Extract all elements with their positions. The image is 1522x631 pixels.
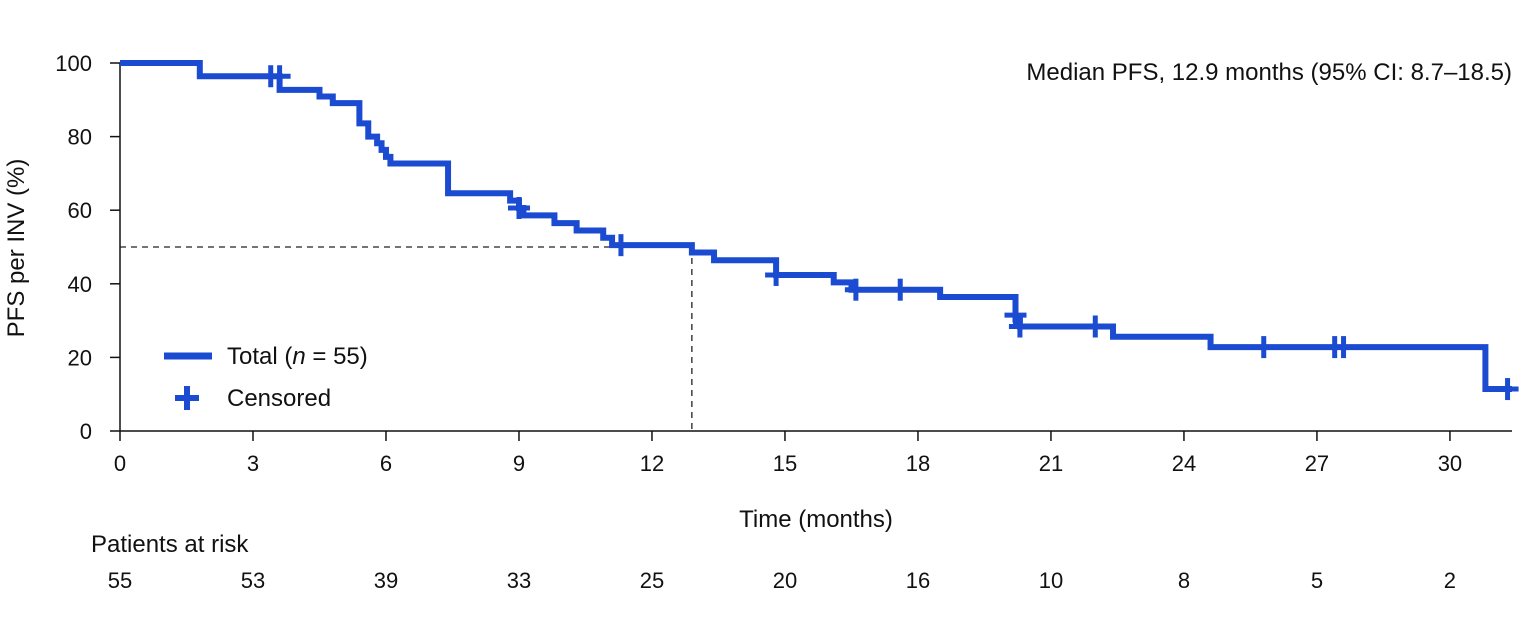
x-tick-label: 24 — [1172, 451, 1196, 476]
x-tick-label: 6 — [380, 451, 392, 476]
x-tick-label: 3 — [247, 451, 259, 476]
x-tick-label: 27 — [1305, 451, 1329, 476]
at-risk-count: 5 — [1311, 568, 1323, 593]
x-tick-label: 0 — [114, 451, 126, 476]
y-tick-label: 60 — [68, 198, 92, 223]
y-ticks: 0 20 40 60 80 100 — [55, 51, 120, 444]
survival-curve-total — [120, 60, 1512, 393]
y-tick-label: 80 — [68, 125, 92, 150]
legend-total-label: Total (n = 55) — [227, 343, 368, 370]
at-risk-count: 16 — [906, 568, 930, 593]
y-tick-label: 100 — [55, 51, 92, 76]
at-risk-label: Patients at risk — [91, 531, 249, 558]
at-risk-count: 2 — [1444, 568, 1456, 593]
censor-mark — [1332, 336, 1355, 359]
censor-mark — [1496, 378, 1519, 401]
median-reference-lines — [120, 246, 693, 431]
at-risk-count: 20 — [773, 568, 797, 593]
censor-mark — [268, 65, 291, 88]
censor-mark — [1252, 336, 1275, 359]
censor-mark — [844, 278, 867, 301]
legend: Total (n = 55) Censored — [164, 343, 368, 412]
x-tick-label: 12 — [640, 451, 664, 476]
censor-mark — [765, 263, 788, 286]
x-tick-label: 15 — [773, 451, 797, 476]
at-risk-count: 8 — [1178, 568, 1190, 593]
at-risk-count: 55 — [108, 568, 132, 593]
censor-mark — [1084, 315, 1107, 338]
at-risk-count: 53 — [241, 568, 265, 593]
y-tick-label: 20 — [68, 345, 92, 370]
x-tick-label: 18 — [906, 451, 930, 476]
y-tick-label: 0 — [80, 419, 92, 444]
at-risk-counts: 55 53 39 33 25 20 16 10 8 5 2 — [108, 568, 1456, 593]
legend-censor-swatch — [175, 386, 199, 410]
legend-censored-label: Censored — [227, 385, 331, 412]
x-tick-label: 30 — [1438, 451, 1462, 476]
censor-mark — [507, 196, 530, 219]
median-annotation: Median PFS, 12.9 months (95% CI: 8.7–18.… — [1026, 59, 1512, 86]
x-ticks: 0 3 6 9 12 15 18 21 24 27 30 — [114, 431, 1462, 476]
x-axis-label: Time (months) — [739, 506, 893, 533]
survival-curve-layer — [120, 60, 1512, 393]
censor-mark — [1004, 304, 1027, 327]
censor-mark — [889, 278, 912, 301]
y-tick-label: 40 — [68, 272, 92, 297]
x-tick-label: 9 — [513, 451, 525, 476]
censor-marks — [259, 65, 1519, 401]
censor-mark — [609, 234, 632, 257]
censor-mark — [1008, 315, 1031, 338]
at-risk-count: 10 — [1039, 568, 1063, 593]
at-risk-count: 39 — [374, 568, 398, 593]
x-tick-label: 21 — [1039, 451, 1063, 476]
y-axis-label: PFS per INV (%) — [3, 159, 30, 338]
at-risk-count: 25 — [640, 568, 664, 593]
at-risk-count: 33 — [507, 568, 531, 593]
